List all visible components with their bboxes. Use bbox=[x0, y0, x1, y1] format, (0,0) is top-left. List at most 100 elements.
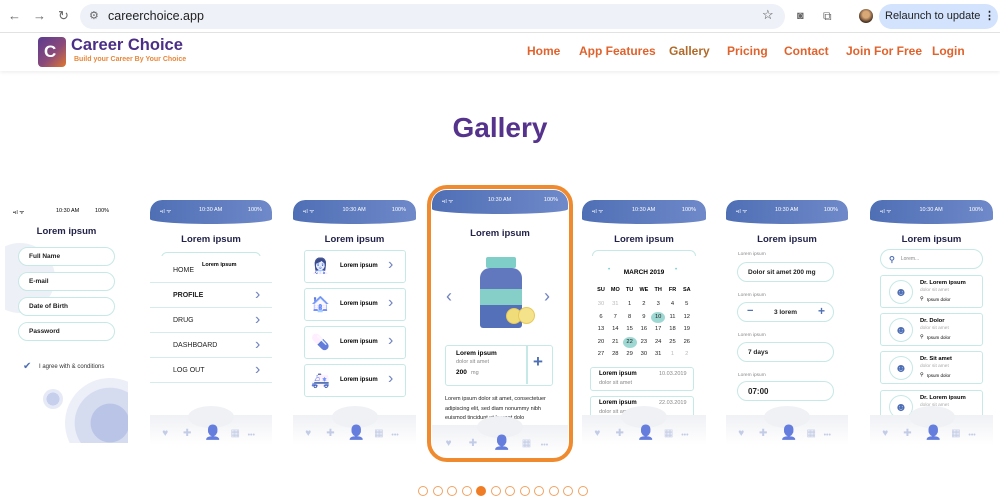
calendar-day[interactable]: 8 bbox=[627, 313, 632, 320]
nav-gallery[interactable]: Gallery bbox=[669, 44, 710, 58]
relaunch-button[interactable]: Relaunch to update ⋮ bbox=[879, 4, 998, 29]
menu-item[interactable]: PROFILE › bbox=[150, 283, 272, 308]
event-card[interactable]: Lorem ipsum 10.03.2019 dolor sit amet bbox=[590, 367, 694, 391]
chevron-right-icon[interactable]: › bbox=[255, 311, 261, 328]
calendar-day[interactable]: 27 bbox=[597, 351, 605, 357]
carousel-dot[interactable] bbox=[447, 486, 457, 496]
calendar-day[interactable]: 31 bbox=[612, 301, 619, 307]
plus-icon[interactable]: ✚ bbox=[758, 428, 768, 439]
calendar-icon[interactable]: ▦ bbox=[521, 438, 532, 449]
nav-join-for-free[interactable]: Join For Free bbox=[846, 44, 923, 58]
calendar-day[interactable]: 13 bbox=[597, 326, 605, 332]
add-icon[interactable]: + bbox=[533, 352, 543, 371]
bookmark-star-icon[interactable]: ☆ bbox=[762, 7, 774, 22]
signup-field[interactable]: Full Name bbox=[18, 247, 115, 266]
chevron-right-icon[interactable]: › bbox=[544, 286, 550, 306]
calendar-day[interactable]: 1 bbox=[670, 351, 675, 357]
back-icon[interactable]: ← bbox=[8, 8, 21, 23]
more-icon[interactable]: ••• bbox=[823, 432, 831, 439]
calendar-day[interactable]: 28 bbox=[612, 351, 619, 357]
calendar-day[interactable]: 29 bbox=[626, 351, 633, 357]
menu-item[interactable]: DASHBOARD › bbox=[150, 333, 272, 358]
calendar-day[interactable]: 2 bbox=[685, 351, 689, 357]
prev-month-dot[interactable]: • bbox=[608, 267, 611, 273]
calendar-icon[interactable]: ▦ bbox=[663, 428, 674, 439]
calendar-day[interactable]: 21 bbox=[612, 338, 619, 345]
heart-icon[interactable]: ♥ bbox=[738, 428, 745, 439]
carousel-dot[interactable] bbox=[563, 486, 573, 496]
user-icon[interactable]: 👤 bbox=[347, 424, 365, 440]
duration-field[interactable]: 7 days bbox=[737, 342, 834, 362]
time-field[interactable]: 07:00 bbox=[737, 381, 834, 401]
carousel-dot[interactable] bbox=[534, 486, 544, 496]
heart-icon[interactable]: ♥ bbox=[594, 428, 601, 439]
calendar-day[interactable]: 19 bbox=[683, 326, 691, 332]
carousel-dot[interactable] bbox=[548, 486, 559, 496]
more-icon[interactable]: ••• bbox=[540, 442, 549, 449]
calendar-day[interactable]: 30 bbox=[597, 301, 605, 307]
heart-icon[interactable]: ♥ bbox=[162, 428, 169, 439]
carousel-dot[interactable] bbox=[476, 486, 486, 496]
more-icon[interactable]: ••• bbox=[391, 432, 399, 439]
drug-field[interactable]: Dolor sit amet 200 mg bbox=[737, 262, 834, 282]
quantity-stepper[interactable]: − 3 lorem + bbox=[737, 302, 834, 322]
forward-icon[interactable]: → bbox=[33, 8, 46, 23]
plus-icon[interactable]: ✚ bbox=[182, 428, 192, 439]
next-month-dot[interactable]: • bbox=[675, 267, 678, 273]
chevron-right-icon[interactable]: › bbox=[388, 256, 394, 273]
calendar-day[interactable]: 9 bbox=[642, 313, 646, 320]
doctor-card[interactable]: ☻ Dr. Dolor dolor sit amet ⚲ Ipsum dolor bbox=[880, 313, 983, 346]
chevron-right-icon[interactable]: › bbox=[388, 370, 394, 387]
calendar-day[interactable]: 10 bbox=[651, 311, 666, 323]
nav-home[interactable]: Home bbox=[527, 44, 561, 58]
carousel-dot[interactable] bbox=[490, 486, 501, 496]
nav-pricing[interactable]: Pricing bbox=[727, 44, 768, 58]
menu-item[interactable]: DRUG › bbox=[150, 308, 272, 333]
plus-icon[interactable]: ✚ bbox=[468, 438, 478, 449]
chevron-right-icon[interactable]: › bbox=[388, 294, 394, 311]
doctor-card[interactable]: ☻ Dr. Lorem ipsum dolor sit amet ⚲Ipsum dol… bbox=[880, 275, 983, 308]
calendar-day[interactable]: 15 bbox=[626, 326, 633, 332]
calendar-icon[interactable]: ▦ bbox=[230, 428, 240, 439]
doctor-card[interactable]: ☻ Dr. Sit amet dolor sit amet ⚲ Ipsum dolor bbox=[880, 351, 983, 384]
calendar-day[interactable]: 17 bbox=[654, 326, 662, 332]
carousel-dot[interactable] bbox=[418, 486, 428, 496]
search-input[interactable]: ⚲ Lorem... bbox=[880, 249, 983, 269]
calendar-day[interactable]: 31 bbox=[654, 351, 662, 357]
carousel-dot[interactable] bbox=[461, 486, 472, 496]
nav-contact[interactable]: Contact bbox=[784, 44, 829, 58]
service-card[interactable]: 🏠 Lorem ipsum › bbox=[304, 288, 406, 321]
chevron-right-icon[interactable]: › bbox=[388, 332, 394, 349]
screen-doctors[interactable]: •ıl ᯤ 10:30 AM 100% Lorem ipsum ⚲ Lorem... ☻ Dr… bbox=[870, 200, 993, 445]
plus-icon[interactable]: ✚ bbox=[615, 428, 624, 439]
more-icon[interactable]: ••• bbox=[968, 432, 976, 439]
profile-avatar[interactable] bbox=[859, 9, 873, 23]
calendar-day[interactable]: 7 bbox=[613, 313, 617, 320]
carousel-dot[interactable] bbox=[432, 486, 443, 496]
signup-field[interactable]: Date of Birth bbox=[18, 297, 115, 316]
menu-kebab-icon[interactable]: ⋮ bbox=[984, 10, 995, 22]
service-card[interactable]: 👩‍⚕️ Lorem ipsum › bbox=[304, 250, 406, 283]
more-icon[interactable]: ••• bbox=[681, 432, 689, 439]
menu-item[interactable]: LOG OUT › bbox=[150, 358, 272, 383]
extensions-icon[interactable]: ⧉ bbox=[823, 9, 832, 23]
chevron-left-icon[interactable]: ‹ bbox=[446, 286, 452, 306]
calendar-day[interactable]: 12 bbox=[683, 313, 691, 320]
logo[interactable]: C bbox=[38, 37, 66, 67]
calendar-day[interactable]: 1 bbox=[627, 301, 632, 307]
screen-calendar[interactable]: •ıl ᯤ 10:30 AM 100% Lorem ipsum MARCH 2019 • •… bbox=[582, 200, 706, 445]
checkbox-checked-icon[interactable]: ✔ bbox=[23, 361, 32, 372]
calendar-day[interactable]: 25 bbox=[669, 338, 676, 345]
calendar-day[interactable]: 2 bbox=[642, 301, 646, 307]
carousel-dot[interactable] bbox=[577, 486, 588, 496]
plus-icon[interactable]: ✚ bbox=[903, 428, 912, 439]
more-icon[interactable]: ••• bbox=[247, 432, 255, 439]
plus-icon[interactable]: + bbox=[817, 304, 825, 318]
reload-icon[interactable]: ↻ bbox=[58, 8, 69, 23]
brand-name[interactable]: Career Choice bbox=[71, 36, 183, 54]
user-icon[interactable]: 👤 bbox=[637, 424, 655, 440]
carousel-dot[interactable] bbox=[519, 486, 530, 496]
calendar-day[interactable]: 16 bbox=[640, 326, 648, 332]
user-icon[interactable]: 👤 bbox=[780, 424, 798, 440]
calendar-day[interactable]: 6 bbox=[599, 313, 603, 320]
